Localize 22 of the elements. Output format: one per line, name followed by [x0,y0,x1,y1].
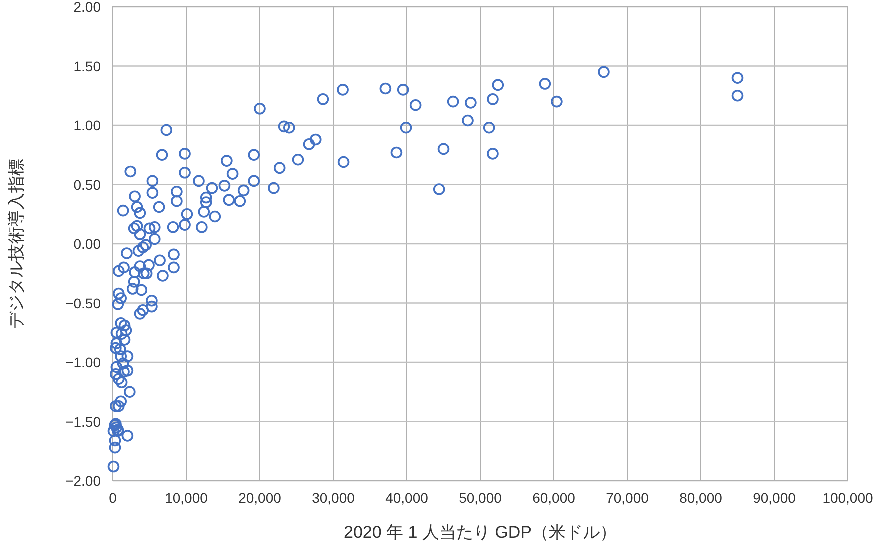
y-tick-label: 1.00 [74,118,102,134]
x-tick-label: 40,000 [386,490,429,506]
x-tick-label: 60,000 [532,490,576,506]
x-tick-label: 70,000 [606,490,650,506]
x-tick-label: 0 [109,490,118,506]
x-tick-label: 50,000 [459,490,502,506]
y-tick-label: −1.50 [66,414,102,430]
y-tick-label: 0.00 [74,236,102,252]
x-tick-label: 100,000 [822,490,874,506]
y-tick-label: 0.50 [74,176,102,193]
y-tick-label: 1.50 [74,58,102,74]
y-tick-label: 2.00 [74,0,102,15]
x-axis-title: 2020 年 1 人当たり GDP（米ドル） [344,523,618,542]
y-tick-label: −1.00 [66,354,102,370]
y-axis-title: デジタル技術導入指標 [7,159,26,329]
x-tick-label: 90,000 [753,490,796,506]
x-tick-label: 80,000 [680,490,723,506]
y-tick-label: −0.50 [66,295,102,312]
x-tick-label: 10,000 [165,490,208,506]
y-tick-label: −2.00 [66,473,102,489]
x-tick-label: 20,000 [238,490,282,506]
x-tick-label: 30,000 [312,490,356,506]
